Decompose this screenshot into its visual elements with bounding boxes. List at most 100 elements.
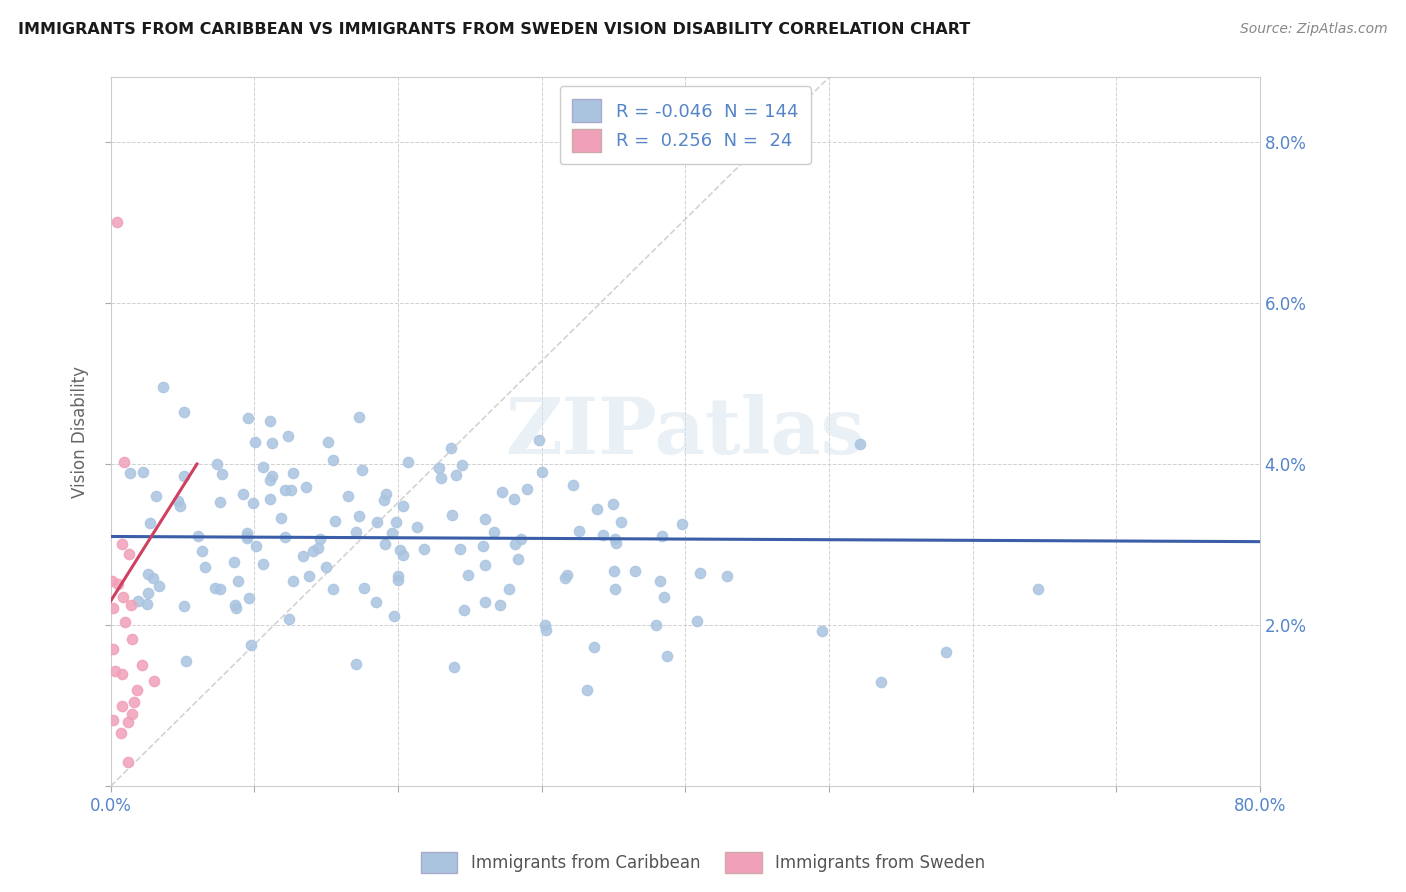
Point	[112, 455, 135, 469]
Point	[236, 525, 259, 540]
Point	[474, 595, 496, 609]
Point	[278, 612, 301, 626]
Point	[396, 455, 419, 469]
Point	[208, 495, 231, 509]
Point	[117, 755, 139, 769]
Point	[281, 574, 304, 588]
Point	[252, 459, 274, 474]
Point	[350, 463, 373, 477]
Point	[101, 601, 124, 615]
Point	[366, 516, 388, 530]
Point	[527, 434, 550, 448]
Point	[139, 516, 162, 531]
Point	[349, 509, 371, 524]
Point	[270, 510, 292, 524]
Point	[118, 547, 141, 561]
Point	[603, 582, 626, 596]
Point	[238, 591, 260, 605]
Point	[381, 526, 404, 541]
Point	[645, 617, 668, 632]
Point	[503, 536, 526, 550]
Point	[427, 461, 450, 475]
Point	[648, 574, 671, 588]
Point	[120, 598, 142, 612]
Point	[224, 599, 246, 613]
Point	[226, 574, 249, 588]
Point	[689, 566, 711, 581]
Point	[204, 581, 226, 595]
Point	[104, 664, 127, 678]
Point	[298, 568, 321, 582]
Point	[103, 642, 125, 657]
Point	[412, 541, 434, 556]
Point	[211, 467, 233, 482]
Point	[441, 508, 464, 522]
Point	[344, 657, 367, 671]
Point	[322, 582, 344, 597]
Point	[307, 541, 329, 556]
Point	[323, 515, 346, 529]
Point	[135, 598, 157, 612]
Point	[384, 515, 406, 529]
Point	[1026, 582, 1049, 596]
Point	[110, 725, 132, 739]
Point	[366, 595, 388, 609]
Point	[482, 525, 505, 540]
Point	[142, 571, 165, 585]
Point	[657, 648, 679, 663]
Point	[280, 483, 302, 497]
Point	[302, 544, 325, 558]
Point	[145, 489, 167, 503]
Point	[101, 574, 124, 588]
Point	[603, 564, 626, 578]
Point	[173, 469, 195, 483]
Point	[277, 429, 299, 443]
Point	[430, 470, 453, 484]
Point	[316, 435, 339, 450]
Point	[142, 674, 165, 689]
Point	[169, 500, 191, 514]
Point	[152, 380, 174, 394]
Point	[347, 410, 370, 425]
Y-axis label: Vision Disability: Vision Disability	[72, 366, 89, 498]
Point	[562, 478, 585, 492]
Point	[194, 560, 217, 574]
Point	[240, 639, 263, 653]
Point	[309, 533, 332, 547]
Legend: Immigrants from Caribbean, Immigrants from Sweden: Immigrants from Caribbean, Immigrants fr…	[413, 846, 993, 880]
Point	[488, 599, 510, 613]
Point	[107, 577, 129, 591]
Point	[281, 466, 304, 480]
Point	[242, 496, 264, 510]
Point	[453, 603, 475, 617]
Point	[131, 658, 153, 673]
Point	[353, 581, 375, 595]
Point	[510, 532, 533, 546]
Point	[585, 502, 607, 516]
Point	[190, 544, 212, 558]
Point	[111, 667, 134, 681]
Point	[576, 683, 599, 698]
Point	[252, 558, 274, 572]
Point	[568, 524, 591, 538]
Point	[291, 549, 314, 563]
Point	[259, 473, 281, 487]
Point	[245, 540, 267, 554]
Point	[127, 594, 149, 608]
Text: Source: ZipAtlas.com: Source: ZipAtlas.com	[1240, 22, 1388, 37]
Point	[443, 659, 465, 673]
Point	[374, 486, 396, 500]
Point	[236, 410, 259, 425]
Legend: R = -0.046  N = 144, R =  0.256  N =  24: R = -0.046 N = 144, R = 0.256 N = 24	[560, 87, 811, 164]
Point	[391, 499, 413, 513]
Point	[118, 466, 141, 480]
Point	[449, 541, 471, 556]
Point	[148, 579, 170, 593]
Point	[295, 480, 318, 494]
Point	[557, 568, 579, 582]
Point	[315, 560, 337, 574]
Point	[274, 530, 297, 544]
Point	[373, 493, 395, 508]
Point	[101, 713, 124, 727]
Point	[274, 483, 297, 498]
